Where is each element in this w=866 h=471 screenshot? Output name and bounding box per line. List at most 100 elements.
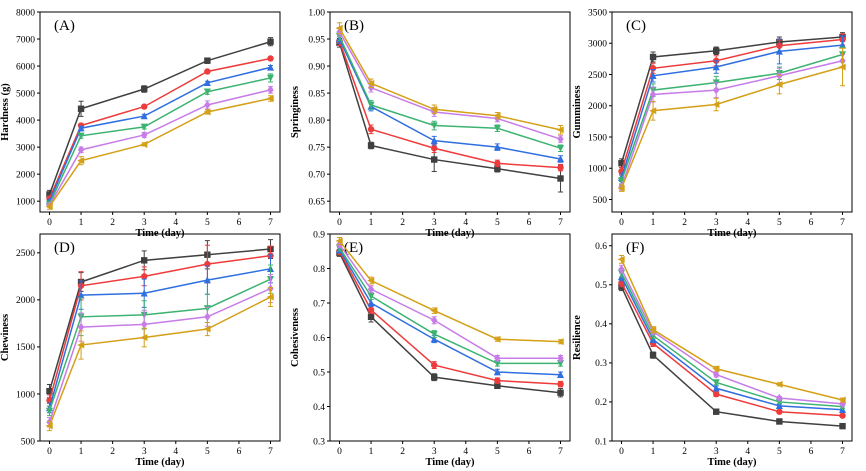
x-tick-label: 1 xyxy=(79,218,84,228)
data-point xyxy=(493,125,501,133)
chart-panel-2: (B) 0 1 2 3 4 5 6 7 0.65 0.70 0.75 0.80 0.85 0.90 0.95 1… xyxy=(290,8,571,239)
data-point xyxy=(493,368,501,376)
data-point xyxy=(46,387,53,395)
y-tick-label: 0.3 xyxy=(595,359,607,369)
data-point xyxy=(775,47,783,55)
data-point xyxy=(367,277,375,285)
plot-frame xyxy=(329,11,571,213)
x-tick-label: 2 xyxy=(110,218,115,228)
data-point xyxy=(140,289,148,297)
series-1 xyxy=(336,37,564,193)
data-point xyxy=(77,105,85,112)
series-1 xyxy=(336,249,564,398)
data-point xyxy=(649,71,657,79)
data-point xyxy=(493,360,501,368)
data-point xyxy=(493,143,501,151)
y-tick-label: 1500 xyxy=(16,343,35,353)
y-tick-label: 0.8 xyxy=(313,265,325,275)
y-tick-label: 2500 xyxy=(16,249,35,259)
data-point xyxy=(557,370,565,378)
x-tick-label: 3 xyxy=(142,218,147,228)
data-point xyxy=(618,160,625,167)
x-tick-label: 6 xyxy=(809,447,814,457)
data-point xyxy=(839,412,846,419)
chart-panel-3: (C)0 1 2 3 4 5 6 7500100015002000250030003500Ti… xyxy=(572,8,853,239)
y-tick-label: 5000 xyxy=(16,89,35,99)
data-point xyxy=(204,100,211,110)
x-tick-label: 3 xyxy=(432,447,437,457)
x-tick-label: 5 xyxy=(205,218,210,228)
data-point xyxy=(557,175,564,182)
x-tick-label: 7 xyxy=(558,447,563,457)
x-tick-label: 3 xyxy=(142,447,147,457)
x-tick-label: 6 xyxy=(527,447,532,457)
data-point xyxy=(430,105,438,113)
data-point xyxy=(140,140,148,148)
data-point xyxy=(776,408,783,415)
x-tick-label: 1 xyxy=(369,218,374,228)
data-point xyxy=(431,145,438,152)
y-tick-label: 8000 xyxy=(16,8,35,18)
data-point xyxy=(712,384,720,392)
data-point xyxy=(203,325,211,333)
panel-label: (D) xyxy=(54,240,75,256)
data-point xyxy=(494,382,501,389)
y-tick-label: 3000 xyxy=(588,40,607,50)
data-point xyxy=(494,160,501,167)
data-point xyxy=(493,112,501,120)
data-point xyxy=(713,85,720,95)
series-line xyxy=(48,268,271,409)
y-tick-label: 0.6 xyxy=(595,242,607,252)
data-point xyxy=(557,360,565,368)
data-point xyxy=(494,354,501,363)
data-point xyxy=(203,276,211,284)
data-point xyxy=(712,63,720,71)
y-tick-label: 0.95 xyxy=(308,35,325,45)
y-tick-label: 0.1 xyxy=(595,437,607,447)
y-tick-label: 500 xyxy=(593,196,608,206)
data-point xyxy=(431,316,438,325)
data-point xyxy=(367,299,375,307)
data-point xyxy=(557,389,564,396)
data-point xyxy=(712,379,720,387)
data-point xyxy=(267,38,274,45)
data-point xyxy=(431,361,438,369)
x-tick-label: 5 xyxy=(777,447,782,457)
data-point xyxy=(266,94,274,103)
data-point xyxy=(618,264,625,274)
data-point xyxy=(557,354,564,363)
data-point xyxy=(335,237,343,245)
x-tick-label: 5 xyxy=(495,218,500,228)
x-tick-label: 2 xyxy=(682,447,687,457)
data-point xyxy=(712,365,720,373)
data-point xyxy=(556,126,564,134)
data-point xyxy=(839,399,846,409)
series-5 xyxy=(336,240,564,363)
data-point xyxy=(335,24,343,32)
data-point xyxy=(838,63,846,71)
data-point xyxy=(713,408,720,415)
x-tick-label: 7 xyxy=(840,447,845,457)
y-tick-label: 1.00 xyxy=(308,8,325,18)
data-point xyxy=(430,330,438,338)
y-tick-label: 2000 xyxy=(16,170,35,180)
series-1 xyxy=(46,37,274,199)
data-point xyxy=(204,57,211,64)
data-point xyxy=(713,390,720,398)
data-point xyxy=(141,130,148,140)
y-tick-label: 2000 xyxy=(588,102,607,112)
y-tick-label: 2500 xyxy=(588,71,607,81)
x-tick-label: 0 xyxy=(337,218,342,228)
data-point xyxy=(140,123,148,131)
y-tick-label: 0.5 xyxy=(595,281,607,291)
y-tick-label: 0.4 xyxy=(595,320,607,330)
data-point xyxy=(713,370,720,379)
chart-panel-6: (F) 0 1 2 3 4 5 6 7 0.1 0.2 0.3 0.4 0.5 0.6 Time (day) R… xyxy=(572,233,853,468)
data-point xyxy=(775,80,783,89)
y-tick-label: 1000 xyxy=(16,197,35,207)
data-point xyxy=(204,68,211,75)
x-tick-label: 5 xyxy=(495,447,500,457)
data-point xyxy=(204,312,211,321)
y-tick-label: 0.7 xyxy=(313,299,325,309)
y-axis-label: Resilience xyxy=(572,315,583,360)
